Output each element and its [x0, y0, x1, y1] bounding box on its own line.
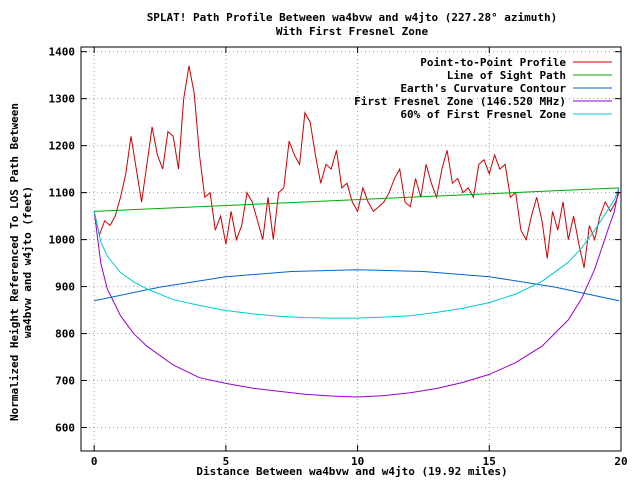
- legend-label-60-of-first-fresnel-zone: 60% of First Fresnel Zone: [400, 108, 566, 121]
- series-line-line-of-sight-path: [94, 187, 619, 212]
- y-tick-label: 1100: [49, 187, 76, 200]
- chart-title: SPLAT! Path Profile Between wa4bvw and w…: [147, 11, 558, 24]
- series-line-first-fresnel-zone-146-520-mhz: [93, 187, 620, 398]
- series-line-point-to-point-profile: [93, 65, 620, 268]
- x-tick-label: 15: [483, 455, 496, 468]
- y-tick-label: 1300: [49, 93, 76, 106]
- y-tick-label: 1200: [49, 140, 76, 153]
- x-axis-label: Distance Between wa4bvw and w4jto (19.92…: [196, 465, 507, 478]
- legend-label-earth-s-curvature-contour: Earth's Curvature Contour: [400, 82, 566, 95]
- legend-label-first-fresnel-zone-146-520-mhz: First Fresnel Zone (146.520 MHz): [354, 95, 566, 108]
- chart-subtitle: With First Fresnel Zone: [276, 25, 429, 38]
- x-tick-label: 10: [351, 455, 364, 468]
- y-tick-label: 900: [55, 281, 75, 294]
- axis-ticks: 0 5 10 15 20 600 700 800 900 1000 1100 1200 1300 1400: [49, 46, 628, 468]
- plot-frame: [80, 46, 622, 452]
- series-line-60-of-first-fresnel-zone: [93, 187, 620, 319]
- y-tick-label: 1400: [49, 46, 76, 59]
- y-axis-label-line2: wa4bvw and w4jto (feet): [21, 186, 34, 338]
- x-tick-label: 20: [614, 455, 627, 468]
- y-tick-label: 800: [55, 328, 75, 341]
- legend-label-line-of-sight-path: Line of Sight Path: [447, 69, 566, 82]
- y-tick-label: 1000: [49, 234, 76, 247]
- y-axis-label-line1: Normalized Height Referenced To LOS Path…: [8, 103, 21, 421]
- x-tick-label: 5: [223, 455, 230, 468]
- y-tick-label: 600: [55, 422, 75, 435]
- plot-series: [93, 65, 620, 398]
- legend-label-point-to-point-profile: Point-to-Point Profile: [420, 56, 566, 69]
- y-tick-label: 700: [55, 375, 75, 388]
- series-line-earth-s-curvature-contour: [94, 269, 620, 302]
- x-tick-label: 0: [91, 455, 98, 468]
